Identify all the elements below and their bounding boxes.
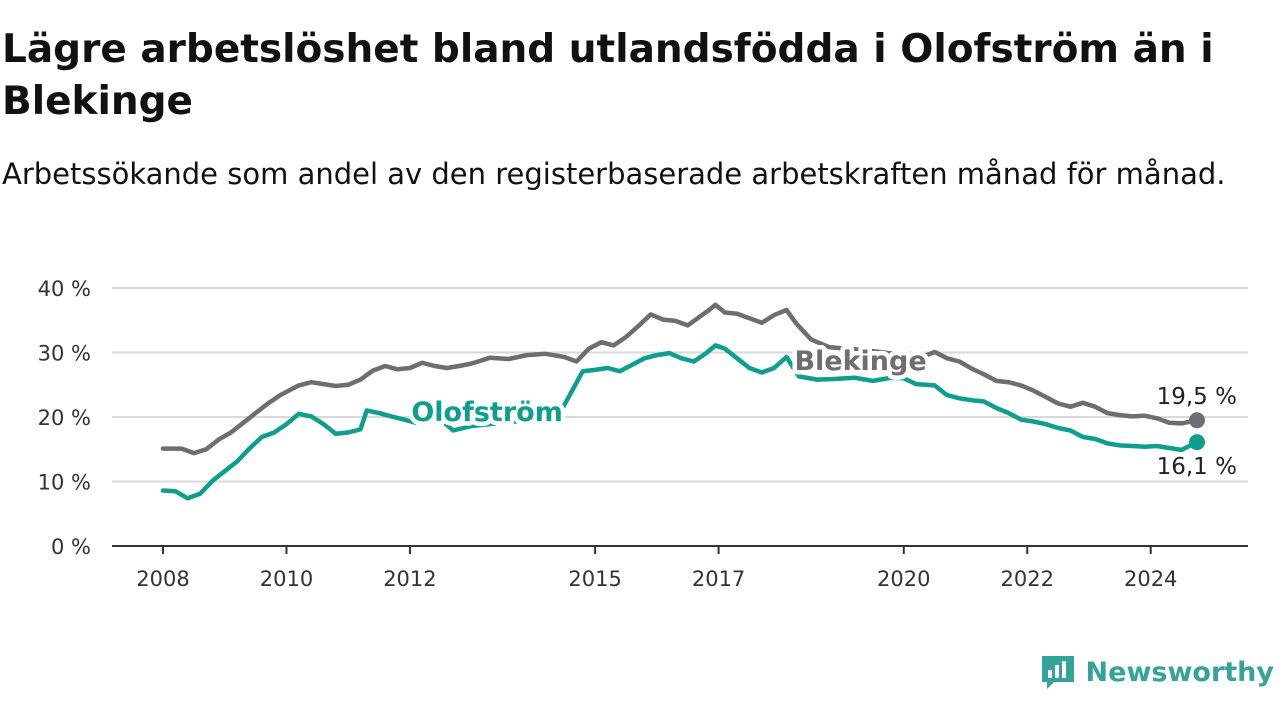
x-tick-label-2022: 2022 (1001, 567, 1054, 591)
series-labels: Blekinge 19,5 % Olofström 16,1 % (407, 341, 1240, 483)
x-tick-label-2008: 2008 (136, 567, 189, 591)
x-tick-label-2020: 2020 (877, 567, 930, 591)
y-tick-label-20: 20 % (38, 406, 91, 430)
series-line-0 (160, 302, 1200, 456)
x-tick-label-2010: 2010 (260, 567, 313, 591)
brand-name: Newsworthy (1085, 656, 1274, 688)
x-tick-label-2012: 2012 (383, 567, 436, 591)
series-line-1 (160, 343, 1200, 501)
chart-subtitle: Arbetssökande som andel av den registerb… (2, 157, 1226, 191)
x-tick-label-2015: 2015 (568, 567, 621, 591)
series-end-label-1: 16,1 % (1157, 454, 1237, 480)
y-tick-label-0: 0 % (51, 535, 91, 559)
series-end-label-0: 19,5 % (1157, 384, 1237, 410)
y-tick-label-30: 30 % (38, 342, 91, 366)
x-tick-label-2024: 2024 (1124, 567, 1177, 591)
series-label-0: Blekinge (794, 346, 926, 377)
brand-logo: Newsworthy (1040, 654, 1274, 690)
x-tick-label-2017: 2017 (692, 567, 745, 591)
series-label-1: Olofström (411, 397, 562, 428)
y-tick-label-10: 10 % (38, 471, 91, 495)
series-end-point-0 (1189, 412, 1205, 429)
chart-title: Lägre arbetslöshet bland utlandsfödda i … (2, 27, 1214, 124)
bar-chart-bubble-icon (1041, 656, 1074, 689)
gridlines (112, 287, 1248, 483)
y-axis: 0 % 10 % 20 % 30 % 40 % (38, 277, 91, 559)
series-lines (160, 302, 1205, 501)
x-axis: 2008 2010 2012 2015 2017 2020 2022 2024 (112, 545, 1248, 591)
series-end-point-1 (1189, 434, 1205, 451)
y-tick-label-40: 40 % (38, 277, 91, 301)
